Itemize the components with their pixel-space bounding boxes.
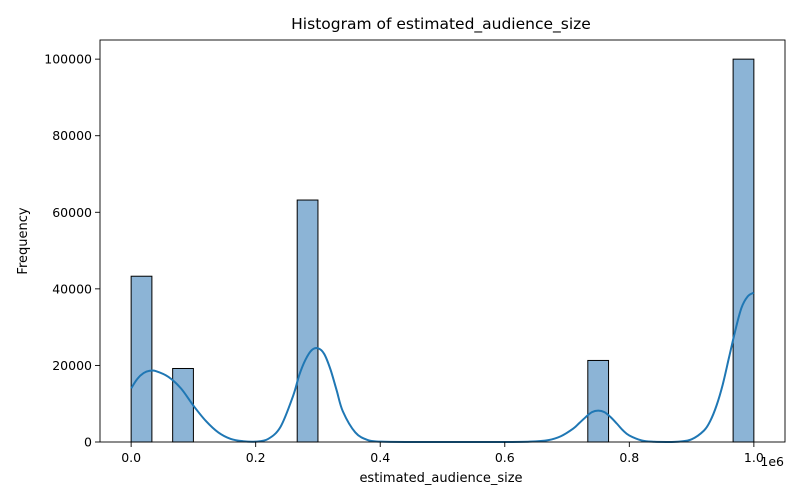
y-axis: 0 20000 40000 60000 80000 100000 xyxy=(44,52,100,450)
x-tick-label-1: 0.2 xyxy=(246,450,266,465)
histogram-bar-3 xyxy=(587,359,610,443)
y-tick-label-0: 0 xyxy=(84,435,92,450)
y-tick-label-3: 60000 xyxy=(52,205,92,220)
chart-title: Histogram of estimated_audience_size xyxy=(291,15,591,34)
x-axis-offset-label: 1e6 xyxy=(760,454,784,469)
y-tick-label-5: 100000 xyxy=(44,52,92,67)
x-tick-label-5: 1.0 xyxy=(744,450,764,465)
histogram-bar-4 xyxy=(732,58,755,443)
y-tick-label-1: 20000 xyxy=(52,358,92,373)
x-axis: 0.0 0.2 0.4 0.6 0.8 1.0 xyxy=(121,442,764,465)
histogram-bar-2 xyxy=(296,199,319,443)
x-tick-label-0: 0.0 xyxy=(121,450,141,465)
y-tick-label-2: 40000 xyxy=(52,281,92,296)
y-tick-label-4: 80000 xyxy=(52,128,92,143)
bars-layer xyxy=(130,58,755,443)
histogram-bar-1 xyxy=(172,367,194,443)
y-axis-title: Frequency xyxy=(16,207,31,274)
x-tick-label-2: 0.4 xyxy=(370,450,390,465)
x-tick-label-4: 0.8 xyxy=(619,450,639,465)
kde-curve xyxy=(130,291,755,444)
histogram-bar-0 xyxy=(130,275,153,443)
plot-frame xyxy=(99,39,786,443)
x-axis-title: estimated_audience_size xyxy=(359,471,522,486)
x-tick-label-3: 0.6 xyxy=(495,450,515,465)
